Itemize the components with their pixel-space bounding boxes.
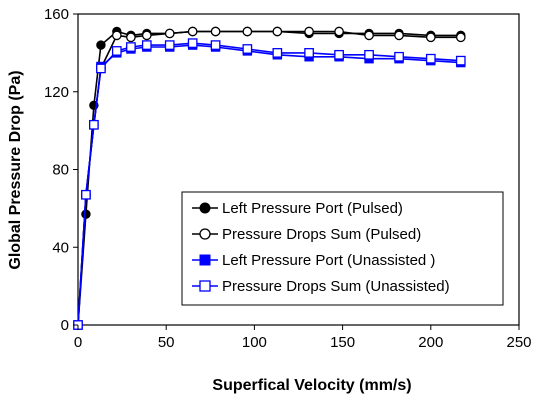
legend-item: Pressure Drops Sum (Pulsed) xyxy=(192,226,421,243)
data-point xyxy=(364,30,374,41)
y-axis-title: Global Pressure Drop (Pa) xyxy=(7,70,24,269)
data-point xyxy=(164,40,175,50)
data-point xyxy=(141,30,152,41)
data-point xyxy=(242,26,253,37)
y-tick-label: 0 xyxy=(61,317,69,334)
data-point xyxy=(126,42,136,52)
data-point xyxy=(210,26,221,37)
x-tick-label: 200 xyxy=(418,334,443,351)
series-line xyxy=(77,42,461,326)
data-point xyxy=(164,28,175,39)
data-point xyxy=(394,30,404,41)
legend: Left Pressure Port (Pulsed) Pressure Drop… xyxy=(181,191,504,306)
y-tick-label: 80 xyxy=(52,162,69,179)
legend-item: Left Pressure Port (Unassisted ) xyxy=(192,252,435,269)
data-point xyxy=(304,48,314,58)
data-point xyxy=(455,55,466,66)
legend-box xyxy=(181,191,504,306)
legend-label: Pressure Drops Sum (Pulsed) xyxy=(222,226,421,243)
legend-marker xyxy=(199,228,211,240)
data-point xyxy=(111,30,122,41)
data-point xyxy=(96,40,106,50)
legend-label: Left Pressure Port (Unassisted ) xyxy=(222,252,435,269)
x-tick-label: 100 xyxy=(242,334,267,351)
data-point xyxy=(364,49,374,60)
series-layer xyxy=(73,26,466,330)
data-point xyxy=(455,32,466,43)
data-point xyxy=(242,44,253,54)
data-point xyxy=(141,40,152,50)
legend-label: Pressure Drops Sum (Unassisted) xyxy=(222,278,450,295)
data-point xyxy=(126,32,136,43)
y-tick-label: 40 xyxy=(52,239,69,256)
x-tick-label: 150 xyxy=(330,334,355,351)
legend-item: Left Pressure Port (Pulsed) xyxy=(192,200,403,217)
x-tick-label: 50 xyxy=(158,334,175,351)
data-point xyxy=(272,26,283,37)
axes-layer: 0 50 100 150 200 250 0 40 80 120 160 xyxy=(44,6,532,351)
data-point xyxy=(111,46,122,56)
x-tick-label: 250 xyxy=(506,334,531,351)
data-point xyxy=(394,51,404,62)
data-point xyxy=(210,40,221,50)
data-point xyxy=(272,48,283,58)
data-point xyxy=(334,26,344,37)
data-point xyxy=(187,26,198,37)
data-point xyxy=(81,189,91,200)
legend-marker xyxy=(199,280,211,292)
data-point xyxy=(425,53,436,64)
data-point xyxy=(81,209,91,219)
legend-item: Pressure Drops Sum (Unassisted) xyxy=(192,278,450,295)
x-tick-label: 0 xyxy=(74,334,82,351)
data-point xyxy=(425,32,436,43)
data-point xyxy=(89,119,99,130)
legend-marker xyxy=(199,202,211,214)
data-point xyxy=(96,63,106,74)
data-point xyxy=(187,38,198,49)
x-axis-title: Superfical Velocity (mm/s) xyxy=(212,377,411,394)
series-4 xyxy=(73,38,466,330)
legend-marker xyxy=(199,254,211,266)
data-point xyxy=(304,26,314,37)
y-tick-label: 160 xyxy=(44,6,69,23)
legend-label: Left Pressure Port (Pulsed) xyxy=(222,200,403,217)
data-point xyxy=(334,49,344,60)
y-tick-label: 120 xyxy=(44,84,69,101)
